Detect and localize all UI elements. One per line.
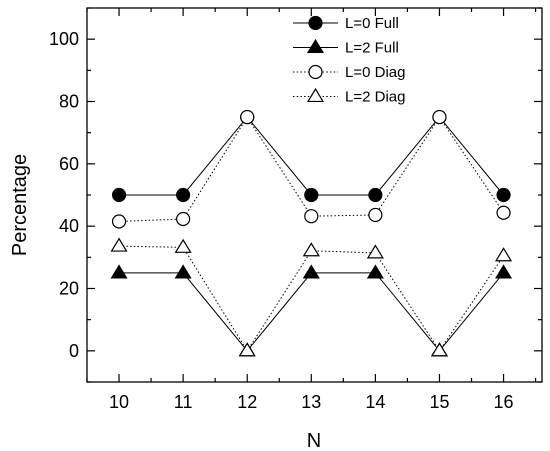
data-point	[366, 264, 384, 279]
y-tick-label: 40	[59, 216, 79, 236]
data-point	[366, 244, 384, 259]
data-point	[495, 264, 513, 279]
x-tick-label: 13	[301, 392, 321, 412]
legend: L=0 Full L=2 Full L=0 Diag L=2 Diag	[293, 15, 405, 106]
data-point	[174, 238, 192, 253]
legend-marker	[308, 15, 323, 31]
series-l-0-full	[111, 109, 511, 203]
data-point	[496, 187, 511, 203]
axes: 0 20 40 60 80 100 10 11 12 13 14 15 16	[49, 7, 542, 412]
data-point	[302, 242, 320, 257]
x-tick-label: 15	[429, 392, 449, 412]
data-point	[176, 211, 191, 227]
legend-label: L=0 Full	[345, 15, 399, 32]
x-axis-title: N	[307, 430, 321, 451]
series-line	[119, 116, 504, 222]
data-point	[238, 342, 256, 357]
data-point	[174, 264, 192, 279]
legend-marker	[306, 38, 325, 54]
data-point	[240, 109, 255, 125]
data-point	[304, 209, 319, 224]
data-point	[430, 342, 449, 357]
y-tick-label: 80	[59, 92, 79, 112]
y-tick-label: 100	[49, 29, 79, 49]
data-point	[495, 247, 513, 262]
x-tick-label: 12	[237, 392, 257, 412]
y-tick-label: 60	[59, 154, 79, 174]
x-tick-label: 11	[174, 392, 193, 412]
legend-item: L=0 Full	[293, 15, 399, 32]
data-point	[496, 205, 511, 220]
y-tick-label: 20	[59, 279, 79, 299]
data-point	[176, 187, 191, 203]
legend-marker	[308, 64, 323, 80]
series-line	[119, 116, 504, 196]
series-line	[119, 272, 504, 352]
series-l-2-diag	[110, 237, 513, 357]
data-point	[368, 187, 383, 203]
legend-label: L=2 Full	[345, 40, 399, 57]
x-tick-label: 16	[494, 392, 514, 412]
legend-label: L=0 Diag	[345, 64, 405, 81]
y-axis-title: Percentage	[9, 154, 31, 256]
data-point	[432, 109, 447, 125]
x-tick-label: 10	[109, 392, 129, 412]
data-point	[110, 264, 128, 279]
data-point	[111, 214, 127, 229]
series-layer	[110, 109, 513, 357]
y-tick-label: 0	[69, 341, 79, 361]
data-point	[304, 187, 319, 203]
legend-item: L=0 Diag	[293, 64, 405, 81]
series-line	[119, 245, 504, 352]
data-point	[302, 264, 320, 279]
series-l-0-diag	[111, 109, 511, 229]
data-point	[111, 187, 127, 203]
legend-item: L=2 Full	[293, 38, 399, 57]
legend-label: L=2 Diag	[345, 89, 405, 106]
data-point	[368, 207, 383, 223]
legend-item: L=2 Diag	[293, 87, 405, 106]
x-tick-label: 14	[365, 392, 385, 412]
series-l-2-full	[110, 264, 513, 357]
data-point	[110, 237, 128, 252]
legend-marker	[306, 87, 325, 103]
